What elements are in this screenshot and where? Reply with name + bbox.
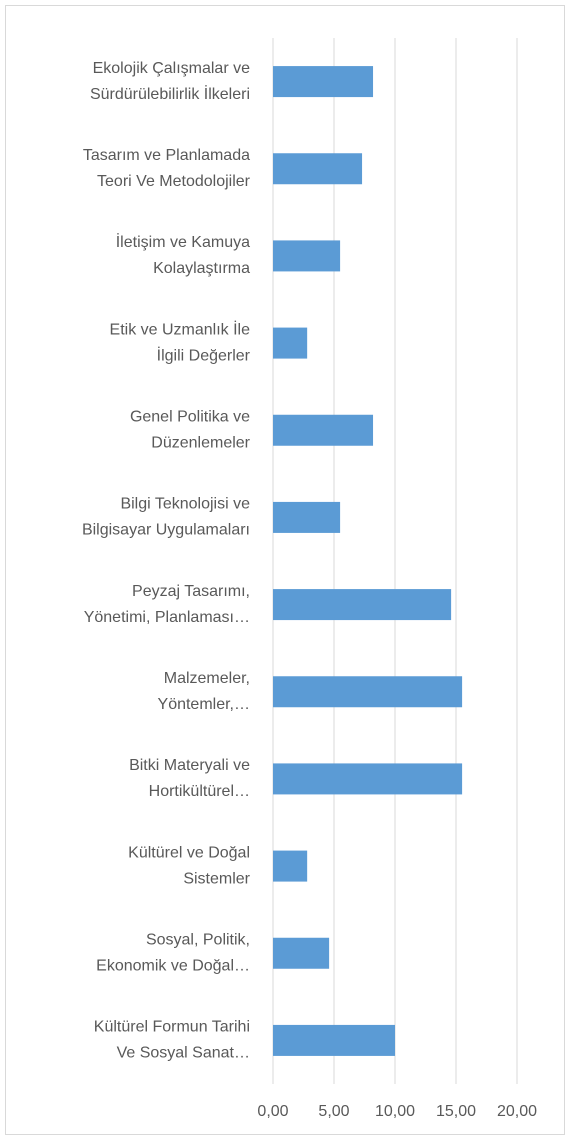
y-tick-label: Sosyal, Politik, [146,931,250,948]
y-tick-label: Sürdürülebilirlik İlkeleri [90,84,250,103]
y-tick-label: Düzenlemeler [151,434,250,451]
bar [273,589,452,621]
bar [273,850,308,882]
y-tick-label: İletişim ve Kamuya [116,232,250,251]
y-tick-label: Kültürel ve Doğal [128,844,250,861]
bar [273,153,363,185]
bar [273,676,463,708]
bar [273,327,308,359]
y-tick-label: Ekolojik Çalışmalar ve [93,60,250,77]
bar [273,1024,395,1056]
y-tick-label: İlgili Değerler [157,345,251,364]
y-tick-label: Sistemler [183,870,250,887]
bar [273,763,463,795]
y-tick-label: Bitki Materyali ve [129,757,250,774]
y-tick-label: Peyzaj Tasarımı, [132,583,250,600]
y-tick-label: Kolaylaştırma [153,260,250,277]
y-tick-label: Malzemeler, [164,670,250,687]
y-tick-label: Bilgisayar Uygulamaları [82,522,250,539]
y-tick-label: Ekonomik ve Doğal… [96,957,250,974]
y-tick-label: Tasarım ve Planlamada [83,147,250,164]
bar [273,937,330,969]
x-tick-label: 15,00 [436,1103,476,1120]
y-tick-label: Yönetimi, Planlaması… [84,609,250,626]
x-tick-label: 20,00 [497,1103,537,1120]
y-tick-label: Kültürel Formun Tarihi [94,1019,250,1036]
y-tick-label: Hortikültürel… [149,783,250,800]
bar [273,501,341,533]
y-tick-label: Genel Politika ve [130,408,250,425]
y-tick-label: Ve Sosyal Sanat… [117,1045,250,1062]
y-tick-label: Etik ve Uzmanlık İle [110,319,251,338]
y-tick-label: Bilgi Teknolojisi ve [120,496,250,513]
x-tick-label: 5,00 [318,1103,349,1120]
bar [273,414,374,446]
y-tick-label: Teori Ve Metodolojiler [97,173,251,190]
y-tick-label: Yöntemler,… [158,696,250,713]
x-tick-label: 0,00 [257,1103,288,1120]
bar [273,240,341,272]
bar [273,66,374,98]
x-tick-label: 10,00 [375,1103,415,1120]
